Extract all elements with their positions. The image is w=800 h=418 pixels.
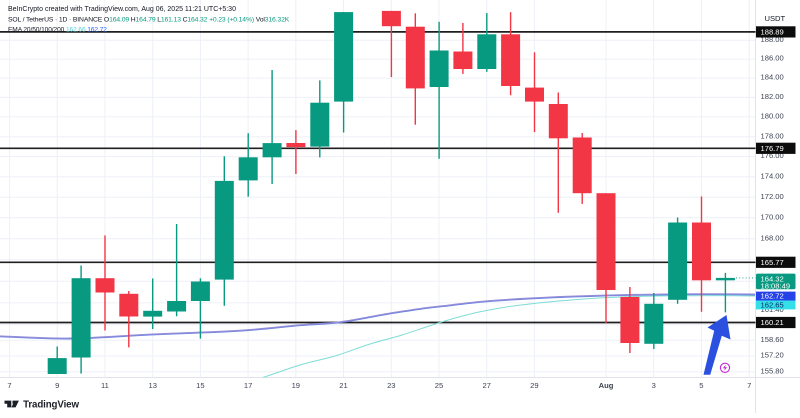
svg-text:182.00: 182.00: [761, 92, 784, 101]
svg-text:188.89: 188.89: [761, 28, 784, 37]
svg-text:176.79: 176.79: [761, 144, 784, 153]
svg-text:184.00: 184.00: [761, 73, 784, 82]
svg-text:176.00: 176.00: [761, 151, 784, 160]
svg-text:23: 23: [387, 381, 395, 390]
svg-text:5: 5: [699, 381, 703, 390]
svg-text:21: 21: [339, 381, 347, 390]
svg-text:7: 7: [7, 381, 11, 390]
svg-text:EMA 20/50/100/200 162.66 162.7: EMA 20/50/100/200 162.66 162.72: [8, 27, 107, 34]
svg-text:17: 17: [244, 381, 252, 390]
svg-text:USDT: USDT: [765, 14, 786, 23]
svg-text:29: 29: [530, 381, 538, 390]
svg-text:168.00: 168.00: [761, 233, 784, 242]
svg-text:170.00: 170.00: [761, 212, 784, 221]
svg-text:160.21: 160.21: [761, 318, 784, 327]
svg-text:9: 9: [55, 381, 59, 390]
svg-text:178.00: 178.00: [761, 131, 784, 140]
svg-text:188.00: 188.00: [761, 35, 784, 44]
svg-text:TradingView: TradingView: [23, 400, 79, 411]
svg-text:155.80: 155.80: [761, 366, 784, 375]
svg-text:13: 13: [148, 381, 156, 390]
svg-text:11: 11: [101, 381, 109, 390]
svg-text:7: 7: [747, 381, 751, 390]
svg-text:19: 19: [292, 381, 300, 390]
svg-text:186.00: 186.00: [761, 54, 784, 63]
svg-text:162.65: 162.65: [761, 301, 784, 310]
svg-text:3: 3: [652, 381, 656, 390]
svg-text:SOL / TetherUS · 1D · BINANCE: SOL / TetherUS · 1D · BINANCE O164.09 H1…: [8, 17, 290, 24]
svg-text:164.32: 164.32: [761, 275, 784, 284]
svg-text:158.60: 158.60: [761, 335, 784, 344]
svg-text:18:08:49: 18:08:49: [761, 282, 791, 291]
svg-text:27: 27: [482, 381, 490, 390]
svg-text:172.00: 172.00: [761, 192, 784, 201]
svg-text:25: 25: [435, 381, 443, 390]
svg-text:174.00: 174.00: [761, 171, 784, 180]
svg-text:157.20: 157.20: [761, 351, 784, 360]
svg-text:162.72: 162.72: [761, 292, 784, 301]
svg-text:Aug: Aug: [599, 381, 614, 390]
svg-text:15: 15: [196, 381, 204, 390]
svg-text:180.00: 180.00: [761, 112, 784, 121]
svg-text:165.77: 165.77: [761, 258, 784, 267]
svg-text:BeInCrypto created with Tradin: BeInCrypto created with TradingView.com,…: [8, 6, 236, 13]
